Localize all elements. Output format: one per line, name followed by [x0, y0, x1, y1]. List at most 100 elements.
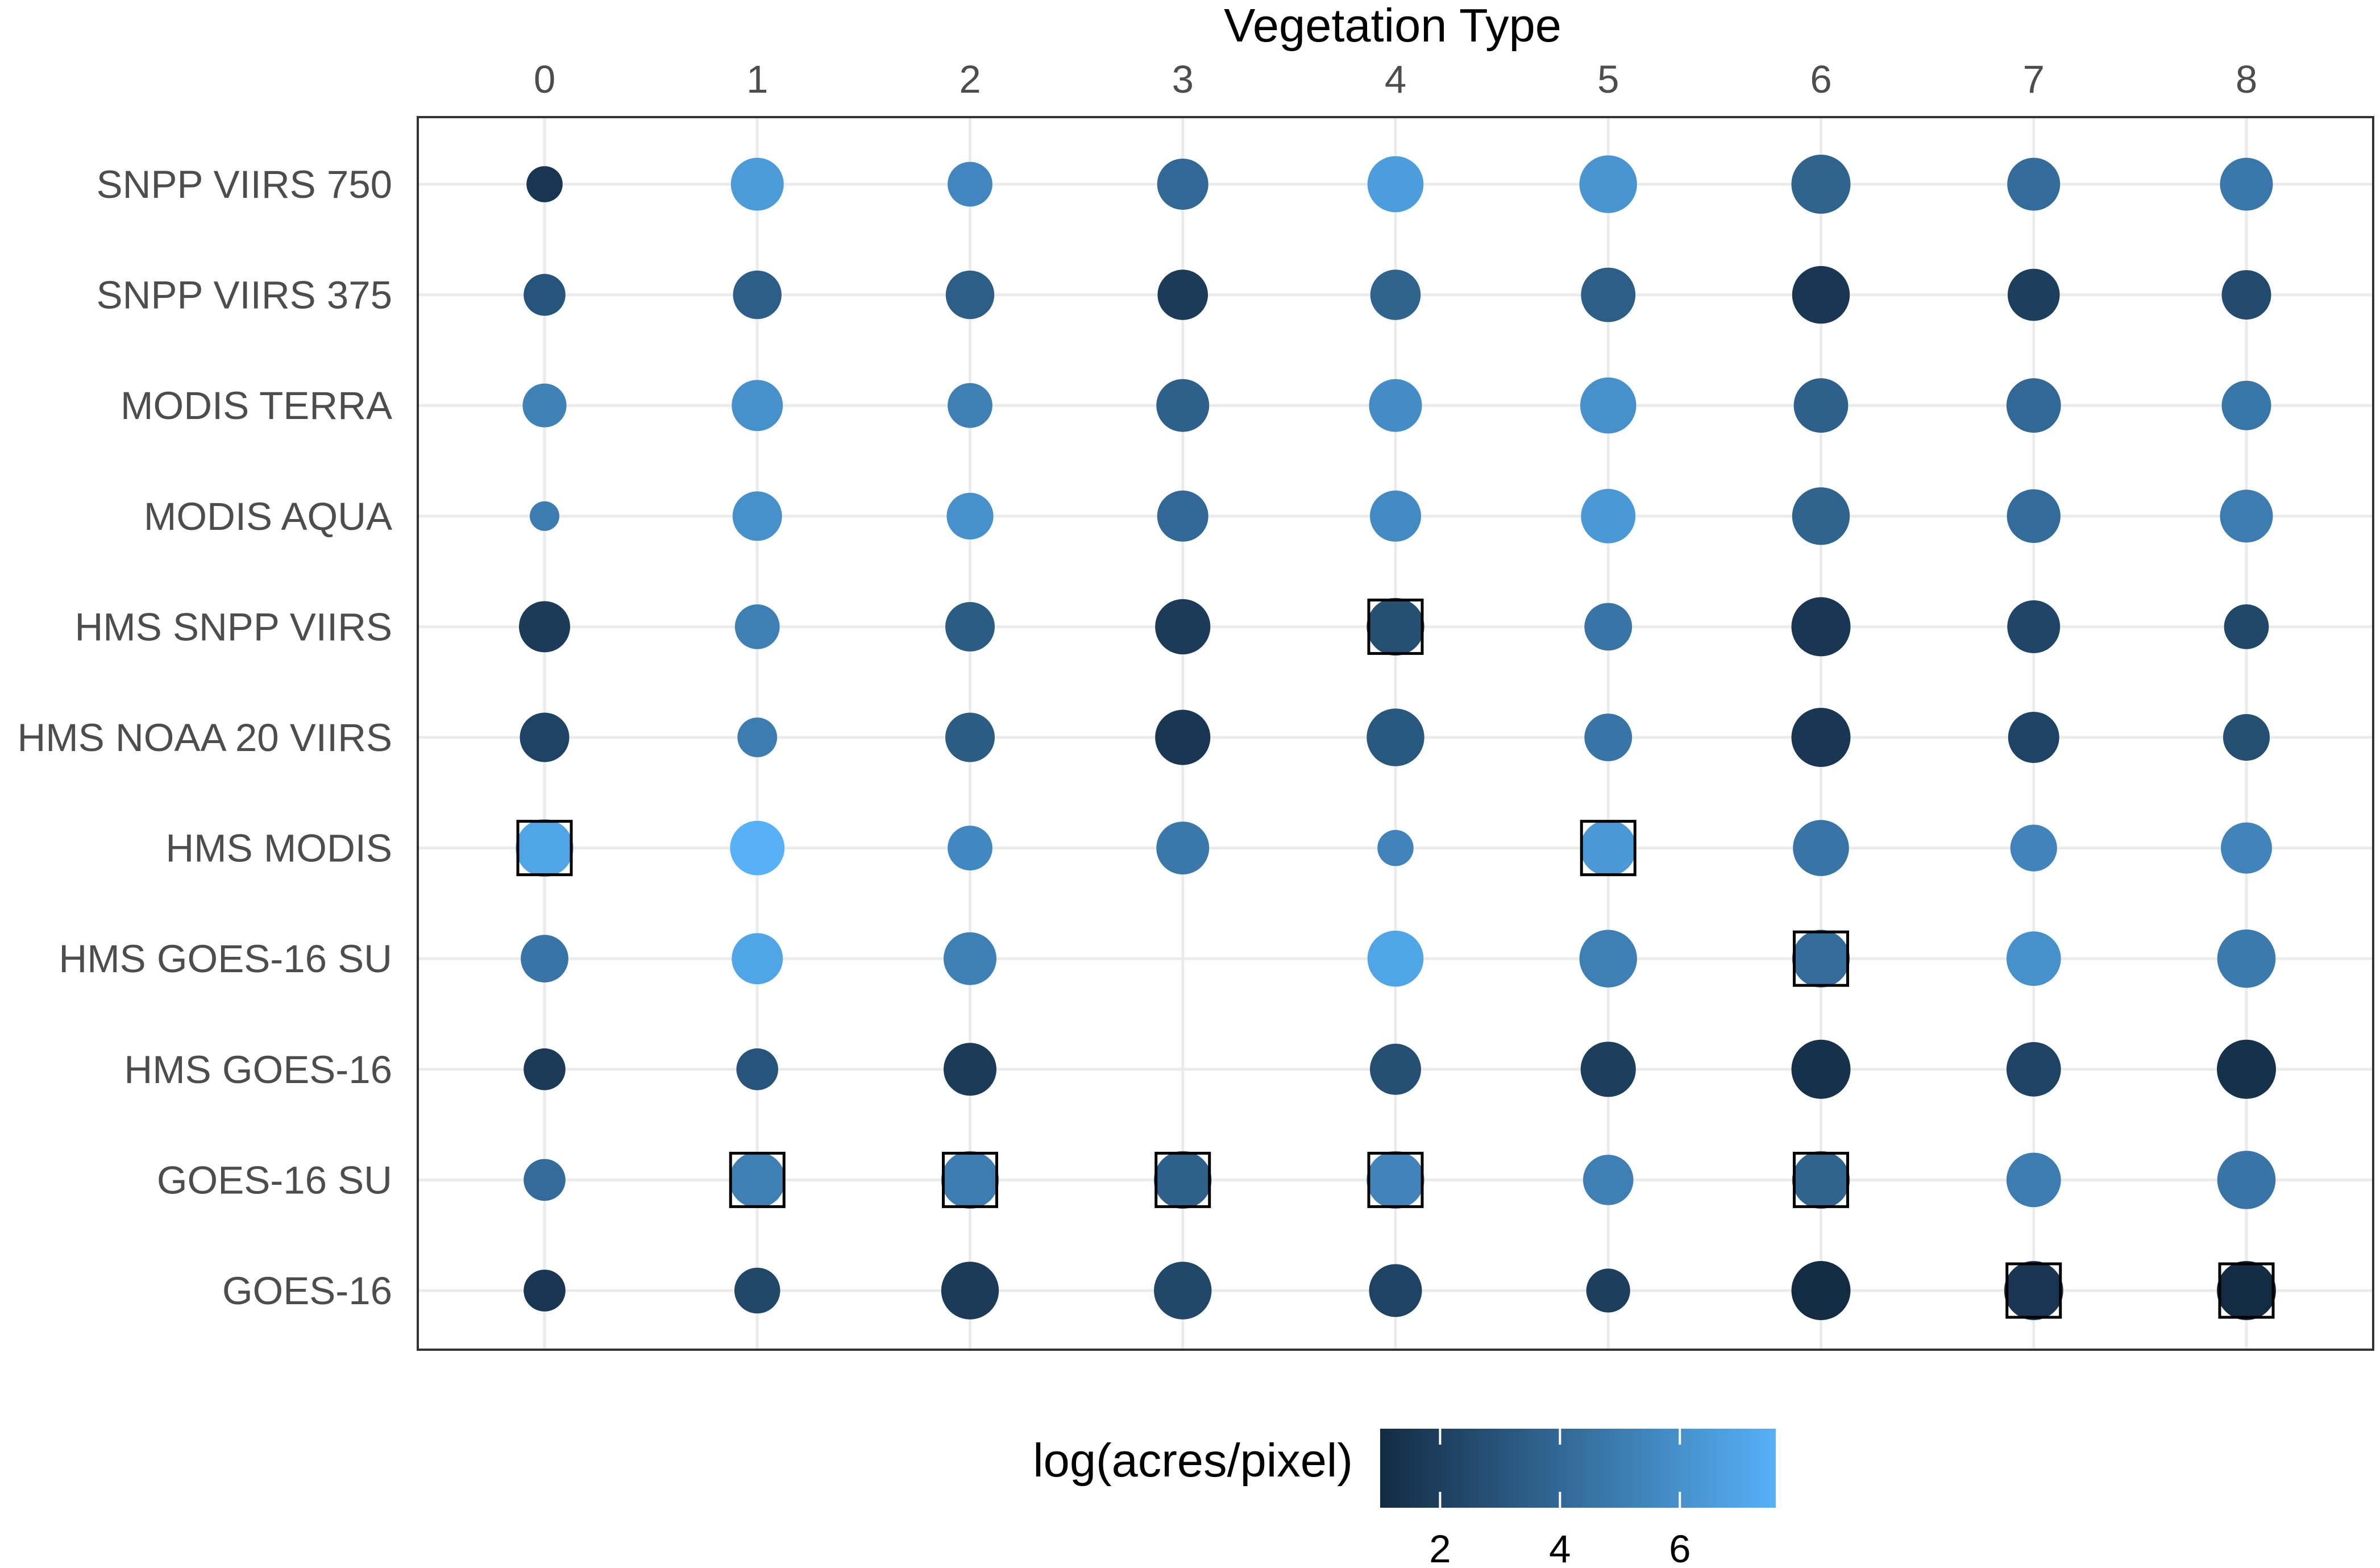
- point-snpp-viirs-375-5: [1581, 267, 1636, 322]
- point-hms-goes-16-su-4: [1367, 930, 1424, 987]
- point-modis-aqua-7: [2007, 489, 2061, 543]
- y-tick-label-hms-goes-16: HMS GOES-16: [124, 1048, 392, 1092]
- point-snpp-viirs-750-6: [1791, 155, 1851, 214]
- point-modis-aqua-5: [1581, 488, 1636, 544]
- highlight-box-goes-16-su-6: [1793, 1151, 1849, 1208]
- point-hms-goes-16-su-1: [732, 933, 783, 985]
- point-hms-modis-6: [1793, 820, 1849, 876]
- point-hms-goes-16-0: [524, 1048, 566, 1090]
- x-tick-label-2: 2: [959, 57, 981, 101]
- point-hms-modis-0: [516, 819, 574, 877]
- point-goes-16-su-5: [1582, 1155, 1634, 1205]
- point-goes-16-su-2: [941, 1151, 999, 1209]
- point-hms-goes-16-su-2: [944, 932, 996, 985]
- point-modis-terra-6: [1793, 378, 1849, 433]
- point-hms-goes-16-7: [2006, 1042, 2061, 1097]
- point-modis-terra-1: [732, 380, 783, 432]
- x-tick-label-7: 7: [2023, 57, 2045, 101]
- point-snpp-viirs-375-2: [945, 270, 995, 320]
- plot-border: [417, 116, 2374, 1351]
- point-hms-noaa-20-viirs-5: [1584, 714, 1633, 761]
- point-modis-aqua-4: [1370, 490, 1421, 542]
- point-hms-noaa-20-viirs-2: [945, 712, 995, 762]
- point-goes-16-7: [2004, 1261, 2063, 1320]
- point-modis-terra-8: [2221, 380, 2271, 430]
- x-tick-label-3: 3: [1172, 57, 1194, 101]
- point-goes-16-su-8: [2217, 1151, 2276, 1209]
- point-modis-aqua-8: [2220, 490, 2273, 543]
- legend-tick-label-4: 4: [1549, 1527, 1571, 1568]
- point-hms-noaa-20-viirs-0: [520, 712, 570, 762]
- point-hms-goes-16-6: [1791, 1039, 1851, 1099]
- point-hms-goes-16-su-7: [2006, 931, 2061, 986]
- highlight-box-goes-16-7: [2005, 1262, 2062, 1319]
- point-snpp-viirs-750-1: [730, 157, 784, 211]
- highlight-box-goes-16-su-3: [1154, 1151, 1211, 1208]
- highlight-box-hms-modis-5: [1580, 820, 1636, 877]
- y-tick-label-modis-terra: MODIS TERRA: [121, 384, 392, 428]
- point-goes-16-3: [1154, 1262, 1212, 1320]
- legend: log(acres/pixel) 2 4 6: [1033, 1429, 1776, 1568]
- highlight-box-goes-16-8: [2218, 1262, 2275, 1319]
- point-hms-goes-16-1: [736, 1048, 779, 1090]
- point-modis-aqua-1: [732, 491, 782, 541]
- highlight-box-goes-16-su-2: [942, 1151, 998, 1208]
- y-tick-label-snpp-viirs-375: SNPP VIIRS 375: [97, 273, 392, 317]
- point-hms-goes-16-8: [2217, 1039, 2276, 1099]
- point-modis-aqua-3: [1157, 490, 1208, 542]
- data-points: [516, 155, 2276, 1320]
- point-modis-terra-3: [1156, 379, 1210, 432]
- point-snpp-viirs-750-3: [1157, 159, 1208, 210]
- highlight-box-hms-snpp-viirs-4: [1367, 598, 1424, 655]
- x-tick-label-0: 0: [534, 57, 555, 101]
- point-snpp-viirs-375-3: [1157, 269, 1208, 320]
- point-modis-terra-7: [2006, 378, 2061, 433]
- point-hms-snpp-viirs-5: [1584, 603, 1633, 651]
- point-hms-snpp-viirs-6: [1791, 597, 1851, 657]
- legend-title: log(acres/pixel): [1033, 1434, 1353, 1487]
- point-goes-16-su-3: [1154, 1151, 1212, 1209]
- point-goes-16-su-0: [524, 1159, 566, 1201]
- y-tick-label-hms-modis: HMS MODIS: [165, 827, 392, 870]
- x-axis-title: Vegetation Type: [1224, 0, 1561, 52]
- point-snpp-viirs-375-7: [2007, 268, 2060, 321]
- point-modis-aqua-0: [530, 501, 559, 531]
- point-hms-snpp-viirs-2: [945, 602, 995, 652]
- point-snpp-viirs-750-0: [526, 166, 563, 202]
- point-goes-16-8: [2217, 1261, 2276, 1320]
- y-tick-label-modis-aqua: MODIS AQUA: [144, 495, 392, 538]
- point-hms-goes-16-2: [944, 1043, 996, 1096]
- point-hms-goes-16-su-8: [2217, 929, 2276, 988]
- point-modis-terra-4: [1369, 379, 1422, 432]
- x-tick-label-4: 4: [1385, 57, 1406, 101]
- point-snpp-viirs-375-4: [1370, 269, 1421, 320]
- point-goes-16-su-4: [1366, 1151, 1424, 1209]
- point-hms-modis-5: [1580, 820, 1636, 876]
- point-snpp-viirs-750-5: [1579, 155, 1637, 213]
- point-goes-16-su-7: [2006, 1152, 2061, 1208]
- y-tick-label-hms-goes-16-su: HMS GOES-16 SU: [59, 937, 392, 981]
- point-modis-aqua-2: [946, 492, 994, 540]
- point-hms-snpp-viirs-3: [1155, 599, 1211, 654]
- x-tick-label-1: 1: [746, 57, 768, 101]
- y-tick-label-snpp-viirs-750: SNPP VIIRS 750: [97, 163, 392, 206]
- point-goes-16-0: [524, 1270, 566, 1312]
- point-snpp-viirs-750-2: [948, 161, 992, 207]
- point-modis-terra-2: [948, 383, 992, 428]
- point-hms-snpp-viirs-1: [734, 604, 780, 649]
- point-hms-goes-16-su-0: [521, 935, 568, 983]
- highlight-boxes: [516, 598, 2275, 1319]
- point-hms-modis-1: [730, 820, 785, 876]
- point-modis-terra-5: [1580, 377, 1636, 434]
- point-snpp-viirs-750-8: [2220, 157, 2273, 211]
- point-hms-modis-8: [2221, 822, 2272, 874]
- point-hms-snpp-viirs-4: [1366, 598, 1424, 656]
- point-goes-16-4: [1369, 1264, 1422, 1317]
- point-hms-snpp-viirs-8: [2224, 604, 2269, 649]
- point-modis-aqua-6: [1792, 487, 1850, 545]
- point-snpp-viirs-750-7: [2007, 157, 2061, 211]
- legend-tick-label-6: 6: [1669, 1527, 1690, 1568]
- point-hms-goes-16-su-6: [1792, 930, 1850, 988]
- point-snpp-viirs-375-0: [524, 273, 566, 316]
- x-tick-label-5: 5: [1597, 57, 1619, 101]
